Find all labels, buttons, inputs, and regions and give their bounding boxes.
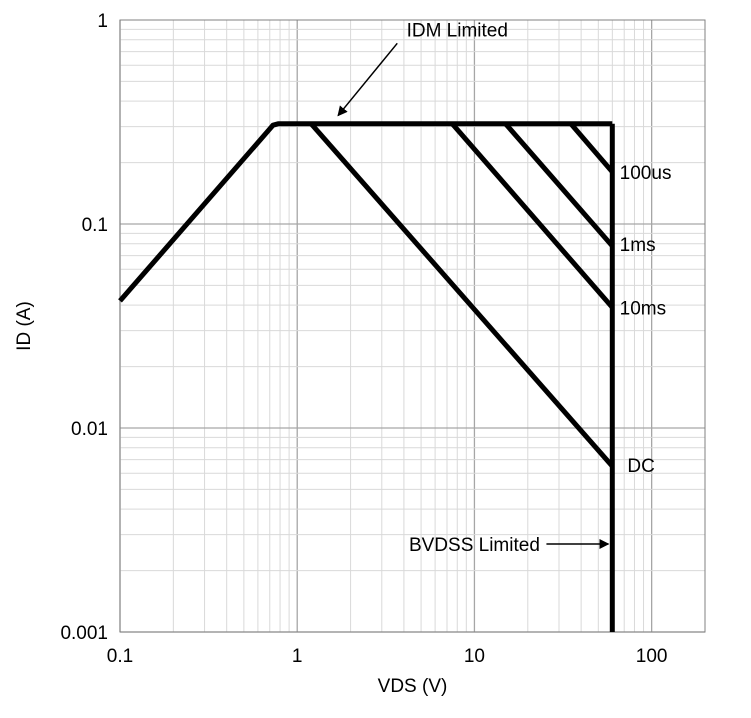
series-line-dc	[309, 122, 615, 468]
y-tick-label: 0.001	[60, 623, 108, 644]
series-line-100us	[569, 122, 615, 174]
curve-label-dc: DC	[627, 456, 654, 477]
y-tick-label: 0.01	[71, 419, 108, 440]
x-axis-tick-labels: 0.1 1 10 100	[107, 646, 668, 667]
annotation-idm-limited: IDM Limited	[407, 20, 508, 41]
y-axis-title: ID (A)	[14, 301, 35, 351]
series-line-idm-limit	[118, 121, 613, 303]
series-line-1ms	[503, 122, 615, 248]
annotation-bvdss-limited: BVDSS Limited	[409, 535, 540, 556]
annotation-arrow-idm	[337, 42, 398, 117]
curve-label-10ms: 10ms	[620, 298, 666, 319]
curve-label-100us: 100us	[620, 163, 672, 184]
y-tick-label: 0.1	[82, 215, 108, 236]
x-tick-label: 0.1	[107, 646, 133, 667]
curve-label-1ms: 1ms	[620, 235, 656, 256]
curve-labels: 100us 1ms 10ms DC	[620, 163, 672, 477]
y-tick-label: 1	[97, 11, 108, 32]
x-tick-label: 100	[636, 646, 668, 667]
annotations: IDM Limited BVDSS Limited	[337, 20, 610, 556]
series-line-10ms	[450, 122, 615, 310]
x-axis-title: VDS (V)	[378, 676, 448, 697]
plot-area-border	[119, 19, 706, 633]
x-tick-label: 1	[292, 646, 303, 667]
x-tick-label: 10	[464, 646, 485, 667]
series-layer	[118, 121, 615, 632]
y-axis-tick-labels: 0.001 0.01 0.1 1	[60, 11, 108, 644]
